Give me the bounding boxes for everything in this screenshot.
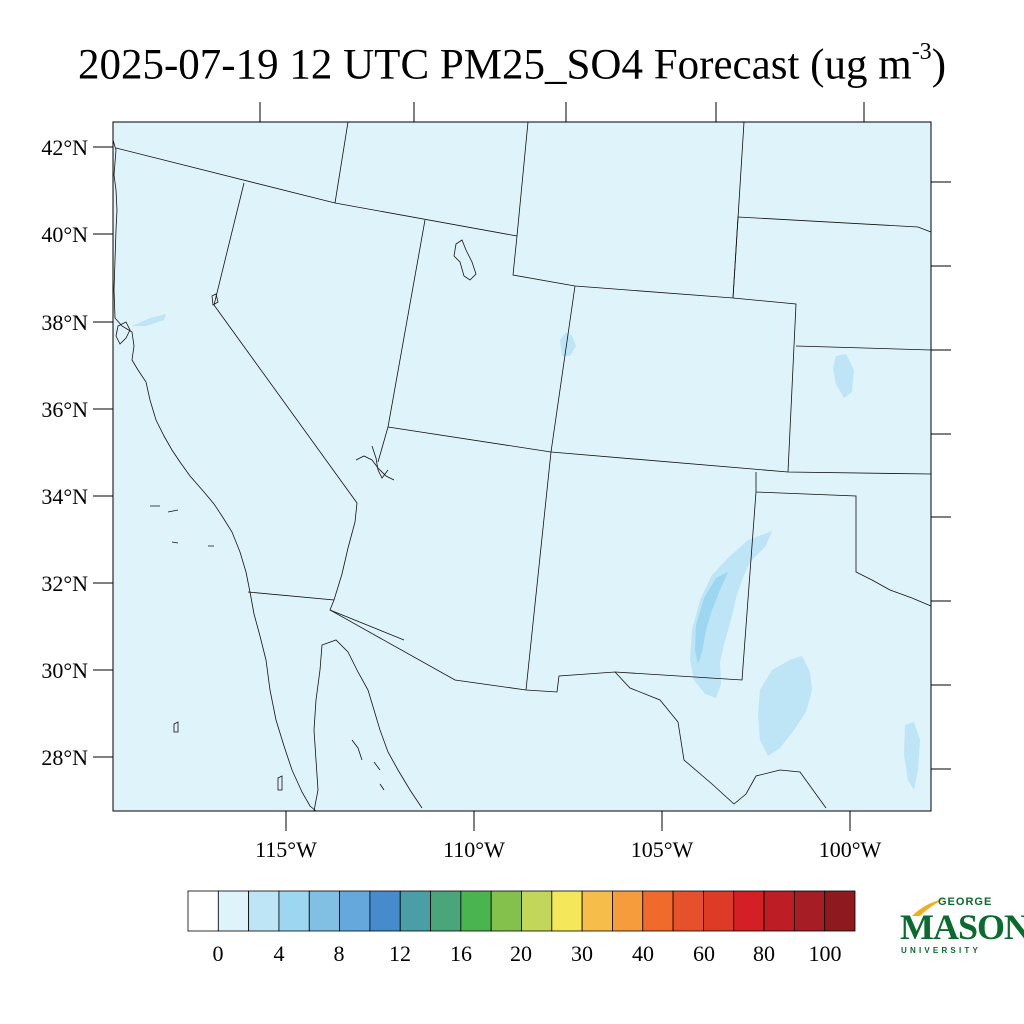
- colorbar-swatch: [490, 890, 522, 932]
- colorbar-swatch: [672, 890, 704, 932]
- colorbar-swatch: [642, 890, 674, 932]
- lat-label: 40°N: [41, 222, 88, 247]
- west-texas-plume: [690, 531, 772, 698]
- colorbar-swatch: [521, 890, 553, 932]
- oklahoma-pan: [755, 472, 932, 607]
- border-patch: [758, 656, 812, 756]
- california-nevada: [213, 182, 358, 504]
- colorbar-swatch: [248, 890, 280, 932]
- colorbar-label: 0: [213, 941, 224, 966]
- colorbar-label: 20: [510, 941, 532, 966]
- colorbar-swatch: [793, 890, 826, 932]
- colorbar-swatch: [278, 890, 310, 932]
- colorbar-boxes: [187, 890, 856, 932]
- colorbar-swatch: [399, 890, 431, 932]
- lat-label: 30°N: [41, 658, 88, 683]
- concentration-features: [132, 314, 920, 790]
- title-close: ): [931, 41, 947, 89]
- nevada-patch: [132, 314, 166, 326]
- colorbar-label: 4: [274, 941, 285, 966]
- colorbar-swatch: [308, 890, 340, 932]
- great-salt-lake: [453, 239, 477, 281]
- university-logo: GEORGE MASON UNIVERSITY: [896, 896, 1024, 968]
- lon-label: 115°W: [255, 837, 317, 860]
- lake-tahoe: [211, 293, 219, 306]
- colorbar-swatch: [430, 890, 462, 932]
- bottom-ticks: [285, 811, 851, 831]
- longitude-labels: 115°W 110°W 105°W 100°W: [255, 837, 881, 860]
- idaho-nevada-line: [334, 121, 349, 204]
- channel-islands: [150, 505, 214, 547]
- colorbar-swatch: [763, 890, 795, 932]
- colorado-patch: [560, 332, 576, 356]
- flame-icon: [912, 898, 946, 916]
- lat-label: 36°N: [41, 397, 88, 422]
- four-corners-ew: [387, 426, 932, 475]
- mexico-border: [247, 591, 827, 809]
- latitude-labels: 42°N 40°N 38°N 36°N 34°N 32°N 30°N 28°N: [41, 135, 88, 770]
- forecast-map: 42°N 40°N 38°N 36°N 34°N 32°N 30°N 28°N …: [41, 102, 951, 860]
- west-texas-plume-core: [695, 572, 728, 664]
- colorbar-labels: 0 4 8 12 16 20 30 40 60 80 100: [213, 941, 842, 966]
- top-ticks: [259, 102, 865, 122]
- gulf-of-california: [313, 639, 423, 812]
- lat-label: 32°N: [41, 571, 88, 596]
- title-exponent: -3: [911, 39, 932, 65]
- lake-mead: [355, 455, 395, 481]
- kansas-patch: [833, 354, 854, 398]
- map-frame: [112, 121, 932, 812]
- wyoming-west: [516, 121, 529, 237]
- colorbar-swatch: [612, 890, 644, 932]
- lat-label: 38°N: [41, 310, 88, 335]
- pacific-coast: [112, 139, 317, 812]
- colorbar-swatch: [339, 890, 371, 932]
- colorbar-swatch: [703, 890, 735, 932]
- right-ticks: [931, 181, 951, 770]
- colorbar-swatch: [187, 890, 219, 932]
- lakes: [211, 239, 477, 481]
- baja-state-line: [329, 609, 405, 641]
- lat-label: 28°N: [41, 745, 88, 770]
- colorbar-swatch: [369, 890, 401, 932]
- left-ticks: [93, 146, 113, 758]
- colorbar-label: 12: [389, 941, 411, 966]
- lat-label: 42°N: [41, 135, 88, 160]
- colorbar-label: 60: [693, 941, 715, 966]
- east-patch: [904, 722, 920, 790]
- colorado-river: [371, 445, 389, 479]
- colorado-east: [732, 297, 797, 473]
- colorbar-label: 40: [632, 941, 654, 966]
- colorbar-swatch: [217, 890, 250, 932]
- colorbar-swatch: [581, 890, 613, 932]
- wyoming-east: [732, 121, 745, 299]
- baja-islands: [351, 739, 385, 791]
- colorbar-label: 80: [753, 941, 775, 966]
- arizona-california: [333, 502, 358, 601]
- colorbar-swatch: [733, 890, 765, 932]
- bay-area: [115, 321, 131, 345]
- colorbar-swatch: [460, 890, 492, 932]
- colorbar-swatch: [824, 890, 856, 932]
- colorbar-swatch: [551, 890, 583, 932]
- lon-label: 100°W: [819, 837, 882, 860]
- logo-line3: UNIVERSITY: [901, 946, 982, 955]
- logo-line2: MASON: [900, 907, 1024, 947]
- mexico-islands: [173, 721, 283, 791]
- map-title: 2025-07-19 12 UTC PM25_SO4 Forecast (ug …: [0, 26, 1024, 95]
- colorbar-label: 30: [571, 941, 593, 966]
- lat-label: 34°N: [41, 484, 88, 509]
- colorbar: 0 4 8 12 16 20 30 40 60 80 100: [187, 890, 856, 966]
- new-mexico-east: [614, 491, 757, 681]
- colorbar-label: 100: [809, 941, 842, 966]
- colorbar-label: 8: [334, 941, 345, 966]
- logo-line1: GEORGE: [938, 896, 993, 908]
- lon-label: 105°W: [631, 837, 694, 860]
- state-boundaries: [115, 121, 932, 809]
- lon-label: 110°W: [443, 837, 505, 860]
- title-text: 2025-07-19 12 UTC PM25_SO4 Forecast (ug …: [77, 41, 912, 89]
- coastline: [112, 139, 423, 812]
- colorbar-label: 16: [450, 941, 472, 966]
- kansas-south: [795, 345, 932, 351]
